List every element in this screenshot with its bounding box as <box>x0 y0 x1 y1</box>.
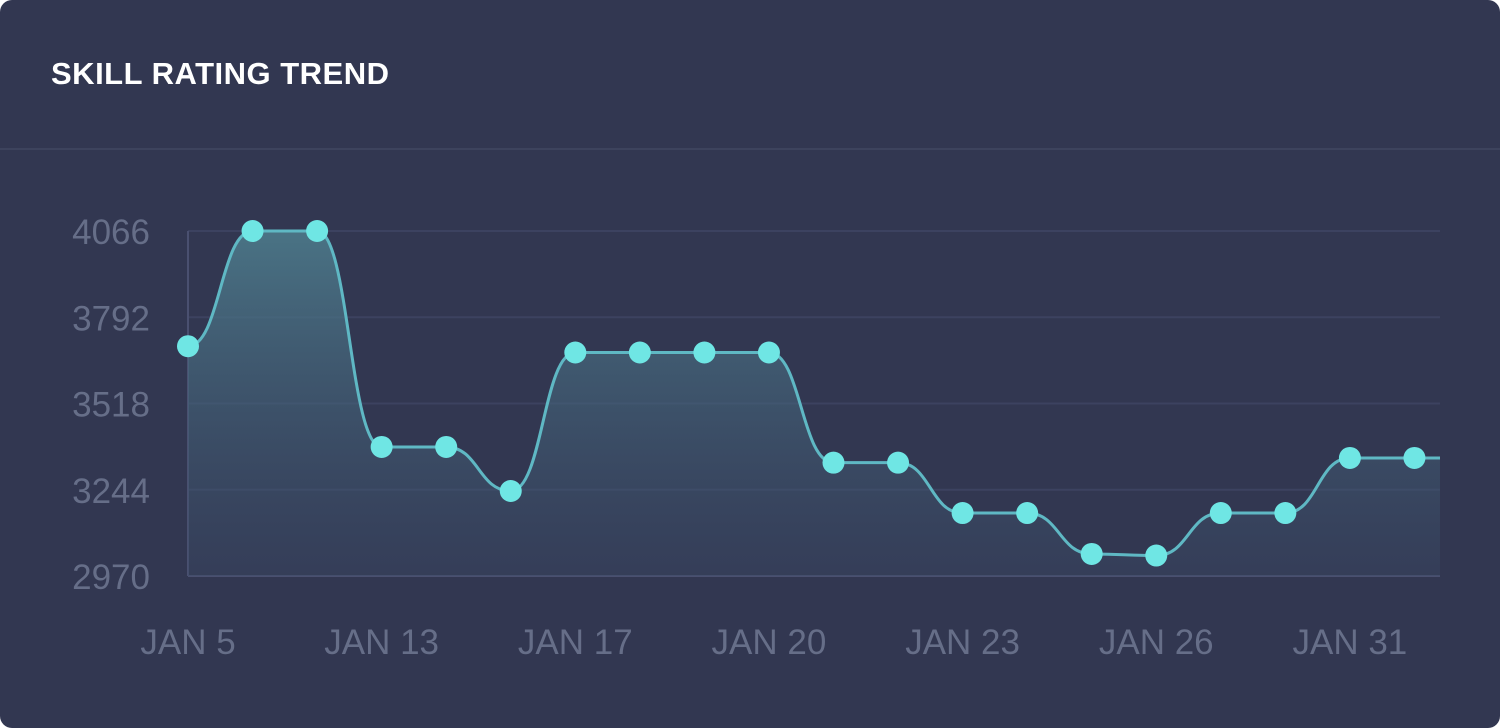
y-tick-label: 3518 <box>72 386 150 425</box>
data-point[interactable] <box>1016 502 1039 525</box>
data-point[interactable] <box>887 451 910 474</box>
data-point[interactable] <box>435 435 458 458</box>
data-point[interactable] <box>306 220 329 242</box>
data-point[interactable] <box>1403 446 1426 469</box>
data-point[interactable] <box>1338 446 1361 469</box>
x-tick-label: JAN 20 <box>712 623 827 662</box>
data-point[interactable] <box>177 335 199 358</box>
y-tick-label: 3792 <box>72 299 150 338</box>
data-point[interactable] <box>1209 502 1232 525</box>
y-tick-label: 4066 <box>72 213 150 252</box>
data-point[interactable] <box>499 480 522 503</box>
data-point[interactable] <box>370 435 393 458</box>
data-point[interactable] <box>1274 502 1297 525</box>
data-point[interactable] <box>757 341 780 364</box>
data-point[interactable] <box>628 341 651 364</box>
x-tick-label: JAN 23 <box>905 623 1020 662</box>
data-point[interactable] <box>1145 544 1168 567</box>
x-tick-label: JAN 13 <box>324 623 439 662</box>
data-point[interactable] <box>951 502 974 525</box>
data-point[interactable] <box>693 341 716 364</box>
data-point[interactable] <box>241 220 264 242</box>
x-tick-label: JAN 26 <box>1099 623 1214 662</box>
data-point[interactable] <box>1080 542 1103 565</box>
x-tick-label: JAN 5 <box>140 623 235 662</box>
panel-title: SKILL RATING TREND <box>51 56 390 91</box>
panel-header: SKILL RATING TREND <box>0 0 1500 150</box>
data-point[interactable] <box>822 451 845 474</box>
y-tick-label: 2970 <box>72 558 150 597</box>
data-point[interactable] <box>564 341 587 364</box>
x-tick-label: JAN 17 <box>518 623 633 662</box>
y-tick-label: 3244 <box>72 472 150 511</box>
x-tick-label: JAN 31 <box>1293 623 1408 662</box>
